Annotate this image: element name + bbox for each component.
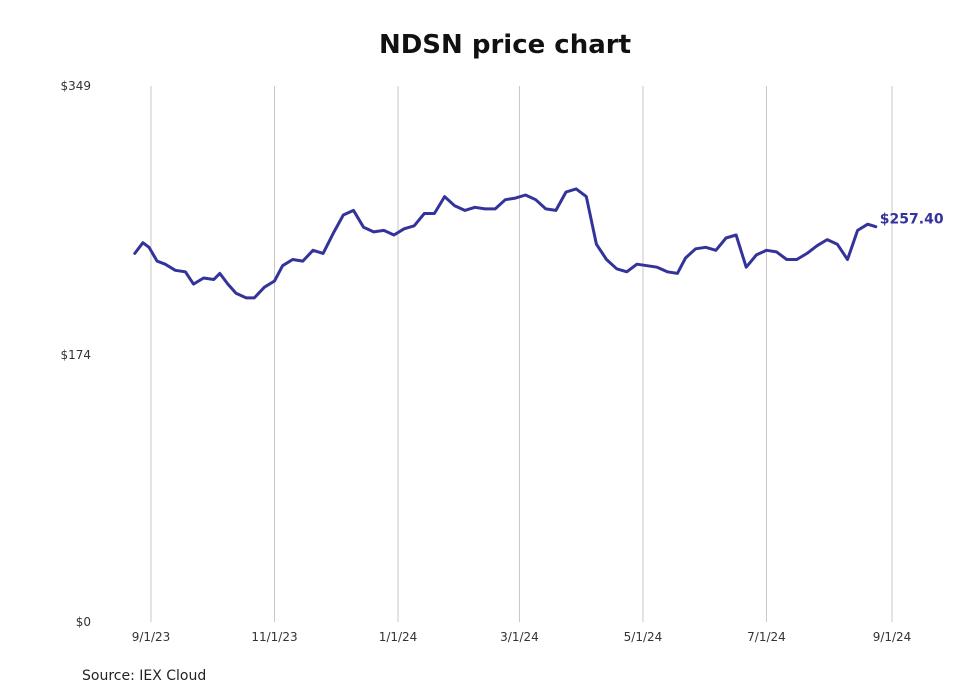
x-tick-label: 11/1/23 [251, 630, 297, 644]
x-tick-label: 7/1/24 [747, 630, 786, 644]
x-tick-label: 3/1/24 [500, 630, 539, 644]
vertical-gridlines [150, 86, 893, 622]
x-tick-label: 9/1/24 [873, 630, 912, 644]
x-tick-label: 5/1/24 [624, 630, 663, 644]
price-line [133, 187, 878, 300]
y-tick-label: $174 [60, 348, 91, 362]
x-tick-label: 9/1/23 [132, 630, 171, 644]
y-tick-label: $0 [76, 615, 91, 629]
last-price-label: $257.40 [880, 212, 944, 228]
y-axis-ticks: $349 $174 $0 [60, 79, 91, 629]
x-tick-label: 1/1/24 [379, 630, 418, 644]
y-tick-label: $349 [60, 79, 91, 93]
chart-title: NDSN price chart [378, 30, 632, 60]
x-axis-ticks: 9/1/23 11/1/23 1/1/24 3/1/24 5/1/24 7/1/24 9/1… [132, 630, 912, 644]
source-note: Source: IEX Cloud [82, 668, 207, 684]
